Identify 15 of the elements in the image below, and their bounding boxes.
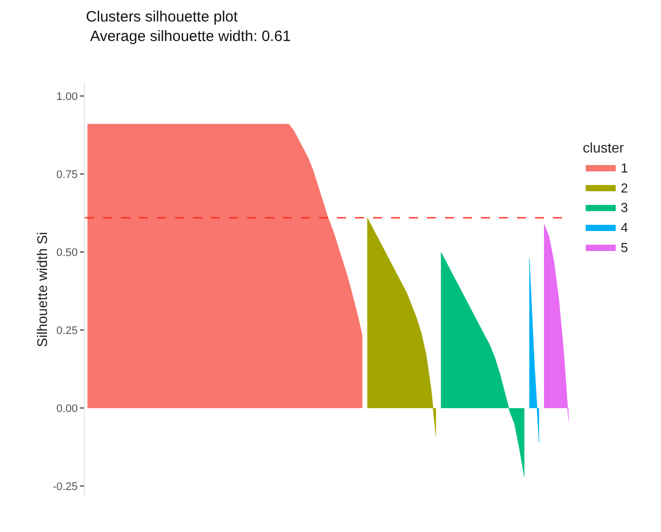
chart-title: Clusters silhouette plot [86,8,239,26]
legend-label: 4 [620,220,628,236]
y-tick-label: 0.75 [56,168,78,181]
y-tick-label: -0.25 [52,480,78,493]
y-tick-label: 0.25 [56,324,78,337]
y-tick-label: 0.50 [56,246,78,259]
y-tick-label: 0.00 [56,402,78,415]
y-tick-label: 1.00 [56,90,78,103]
legend-label: 2 [620,180,628,196]
y-axis-title: Silhouette width Si [34,232,50,348]
chart-subtitle: Average silhouette width: 0.61 [86,28,291,45]
legend-label: 3 [620,200,628,216]
legend-label: 5 [620,240,628,256]
legend-label: 1 [620,160,628,176]
legend-title: cluster [582,139,624,156]
